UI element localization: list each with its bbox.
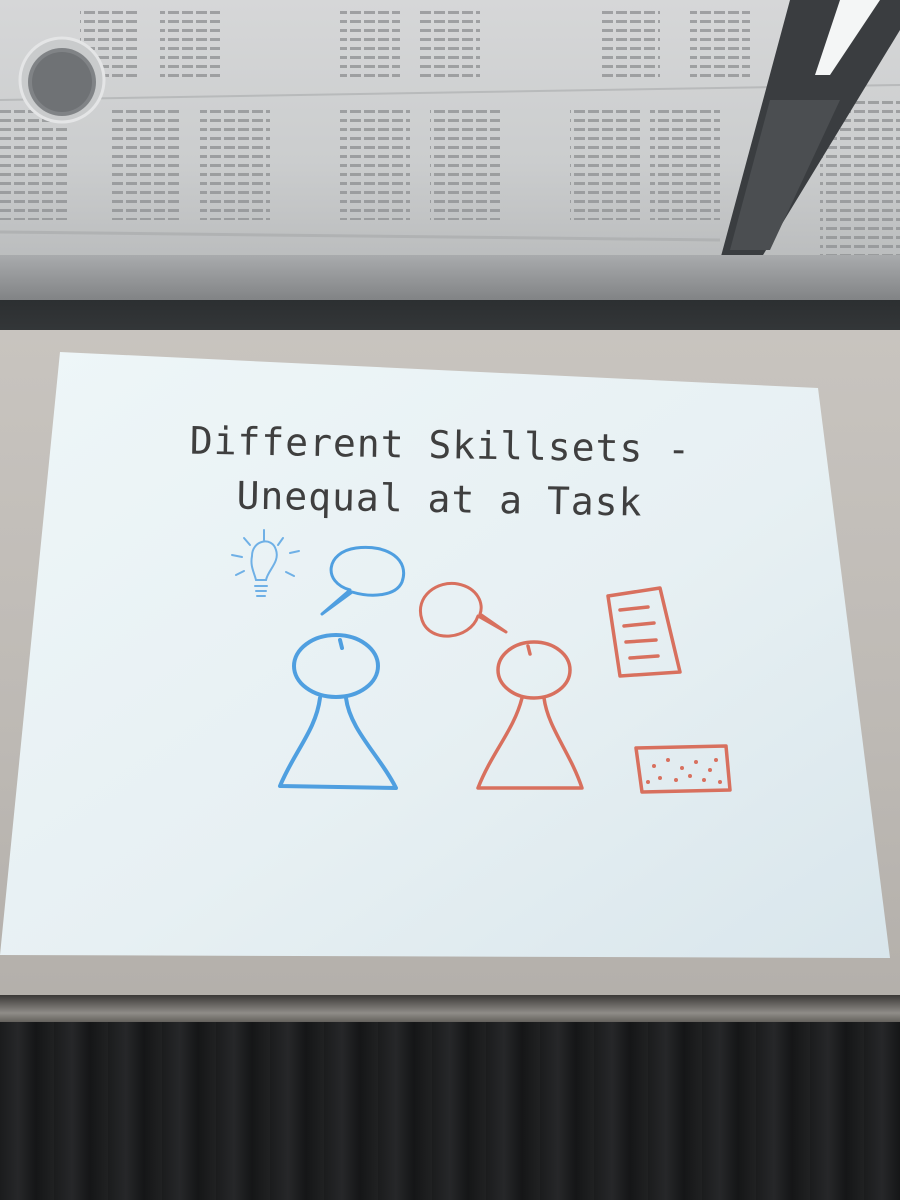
screen-bottom-rail	[0, 995, 900, 1025]
lightbulb-icon	[231, 529, 300, 597]
speech-bubble-icon	[418, 581, 508, 638]
speech-bubble-icon	[320, 545, 406, 616]
ceiling-tiles	[0, 0, 900, 260]
slide-title-line-1: Different Skillsets -	[189, 418, 692, 472]
person-icon	[278, 633, 398, 790]
sponge-icon	[634, 744, 732, 794]
ceiling-edge	[0, 255, 900, 305]
slide-background	[0, 352, 890, 958]
stage-curtain	[0, 1022, 900, 1200]
light-icon	[720, 0, 900, 260]
slide-title-line-2: Unequal at a Task	[236, 473, 643, 525]
speaker-icon	[18, 36, 106, 124]
document-icon	[606, 586, 682, 678]
person-icon	[476, 640, 584, 790]
slide-title: Different Skillsets - Unequal at a Task	[139, 413, 741, 531]
